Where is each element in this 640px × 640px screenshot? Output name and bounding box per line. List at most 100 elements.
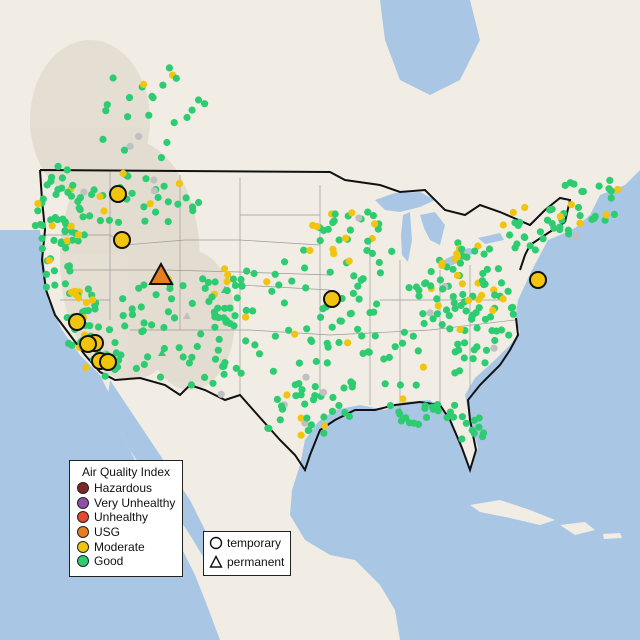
monitor-dot	[458, 245, 466, 253]
monitor-dot	[242, 337, 250, 345]
monitor-dot	[128, 305, 136, 313]
monitor-dot	[119, 169, 127, 177]
monitor-dot	[119, 295, 127, 303]
monitor-dot	[380, 355, 388, 363]
monitor-dot	[309, 396, 318, 404]
monitor-dot	[61, 280, 69, 288]
monitor-dot	[526, 242, 534, 250]
monitor-dot	[69, 236, 77, 244]
monitor-dot	[67, 222, 75, 230]
monitor-dot	[493, 327, 501, 335]
monitor-dot	[63, 166, 71, 174]
monitor-dot	[185, 359, 193, 367]
monitor-dot	[509, 310, 517, 318]
monitor-dot	[187, 381, 195, 389]
monitor-dot	[576, 212, 584, 220]
monitor-dot	[323, 359, 331, 367]
monitor-dot	[427, 268, 435, 276]
monitor-dot	[96, 193, 104, 201]
monitor-dot	[140, 203, 148, 211]
monitor-dot	[481, 280, 489, 288]
monitor-dot	[480, 429, 488, 437]
monitor-dot	[336, 317, 344, 325]
monitor-dot	[183, 113, 191, 122]
lake-huron	[420, 212, 445, 245]
hudson-bay	[380, 0, 480, 95]
monitor-dot	[149, 94, 157, 102]
monitor-dot	[140, 80, 148, 88]
monitor-dot	[50, 236, 58, 244]
monitor-dot	[354, 325, 362, 333]
monitor-dot	[214, 314, 223, 322]
monitor-dot	[319, 305, 327, 313]
monitor-dot	[75, 231, 83, 239]
monitor-dot	[232, 364, 240, 372]
monitor-dot	[602, 211, 610, 219]
monitor-dot	[204, 278, 212, 287]
monitor-dot	[297, 431, 305, 439]
monitor-dot	[485, 245, 494, 253]
legend-item-usg: USG	[70, 525, 182, 540]
monitor-dot	[410, 419, 418, 427]
monitor-dot	[462, 419, 470, 427]
monitor-dot	[112, 349, 120, 357]
monitor-dot	[349, 289, 357, 297]
monitor-dot	[150, 176, 158, 184]
monitor-dot	[188, 353, 196, 361]
gulf-of-mexico	[298, 402, 470, 520]
monitor-dot	[34, 207, 42, 215]
monitor-dot	[396, 381, 404, 389]
monitor-dot	[482, 346, 491, 354]
monitor-dot	[138, 328, 146, 336]
monitor-dot	[273, 395, 281, 403]
monitor-dot	[462, 307, 470, 315]
monitor-dot	[128, 311, 137, 319]
monitor-dot	[427, 282, 435, 290]
monitor-dot	[368, 249, 376, 257]
monitor-dot	[170, 314, 179, 322]
monitor-dot	[355, 214, 363, 222]
monitor-dot	[396, 410, 404, 418]
monitor-dot	[301, 400, 309, 408]
monitor-dot	[574, 203, 583, 212]
monitor-dot	[434, 401, 442, 409]
monitor-dot	[69, 181, 77, 189]
monitor-dot	[354, 282, 362, 290]
monitor-dot	[481, 359, 489, 367]
monitor-dot	[454, 340, 462, 348]
monitor-dot	[371, 220, 379, 228]
monitor-dot	[331, 210, 339, 218]
monitor-dot	[154, 193, 162, 202]
monitor-dot	[51, 281, 59, 289]
monitor-dot	[433, 310, 441, 318]
moderate-swatch	[77, 540, 89, 553]
monitor-dot	[304, 426, 312, 434]
monitor-dot	[167, 295, 176, 303]
monitor-dot	[420, 319, 428, 328]
monitor-dot	[195, 198, 203, 207]
monitor-dot	[443, 414, 451, 422]
monitor-dot	[453, 252, 461, 260]
monitor-dot	[58, 174, 66, 182]
monitor-dot	[505, 331, 513, 339]
monitor-dot	[556, 212, 564, 221]
monitor-dot	[230, 322, 238, 330]
monitor-dot	[399, 395, 407, 403]
monitor-dot	[94, 323, 103, 331]
monitor-dot	[478, 291, 486, 299]
monitor-dot	[449, 265, 457, 273]
monitor-dot	[450, 299, 458, 307]
legend-item-very-unhealthy: Very Unhealthy	[70, 496, 182, 511]
monitor-dot	[348, 209, 356, 217]
circle-icon	[209, 536, 223, 549]
monitor-dot	[194, 96, 203, 104]
monitor-dot	[469, 355, 477, 363]
monitor-dot	[271, 332, 279, 340]
monitor-dot	[146, 200, 154, 208]
monitor-dot	[124, 113, 132, 121]
monitor-dot	[47, 177, 55, 185]
monitor-dot	[211, 323, 219, 331]
monitor-dot	[451, 304, 459, 313]
monitor-dot	[426, 309, 434, 317]
monitor-dot	[79, 213, 87, 221]
